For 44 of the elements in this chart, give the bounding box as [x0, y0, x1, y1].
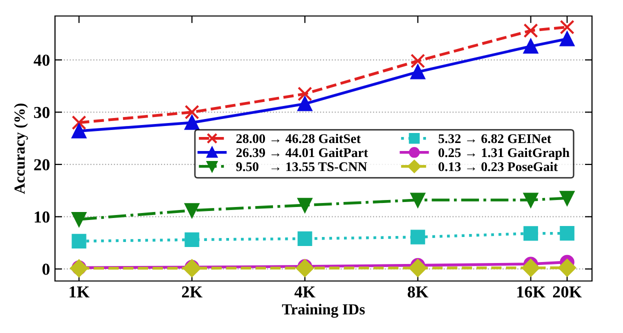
point — [410, 192, 426, 208]
point — [410, 64, 426, 80]
y-tick-label: 30 — [34, 106, 50, 118]
x-tick-label: 2K — [182, 286, 202, 298]
point — [408, 259, 427, 277]
x-axis-title: Training IDs — [282, 304, 365, 318]
point — [523, 23, 538, 38]
point — [410, 54, 426, 68]
point — [298, 86, 312, 102]
y-tick-label: 40 — [34, 54, 50, 66]
point — [523, 39, 538, 54]
point — [296, 259, 314, 277]
x-tick-label: 1K — [70, 286, 90, 298]
point — [523, 226, 538, 241]
point — [184, 203, 200, 218]
point — [72, 115, 86, 130]
legend-label: 9.50 → 13.55 TS-CNN — [236, 162, 368, 172]
point — [72, 212, 86, 227]
point — [72, 234, 86, 248]
point — [298, 231, 312, 246]
y-tick-label: 0 — [42, 264, 50, 275]
y-tick-label: 20 — [34, 159, 50, 170]
point — [184, 115, 200, 130]
y-axis-title: Accuracy (%) — [14, 104, 28, 194]
point — [184, 104, 200, 120]
point — [72, 124, 86, 138]
y-tick-label: 10 — [34, 211, 50, 223]
point — [523, 192, 538, 208]
legend-label: 28.00 → 46.28 GaitSet — [236, 134, 361, 144]
point — [298, 198, 312, 213]
x-tick-label: 8K — [408, 286, 428, 298]
x-tick-label: 16K — [517, 286, 546, 298]
point — [298, 96, 312, 112]
point — [522, 258, 540, 277]
legend-label: 0.13 → 0.23 PoseGait — [438, 162, 558, 172]
point — [184, 232, 200, 248]
point — [183, 259, 201, 278]
legend-label: 5.32 → 6.82 GEINet — [438, 134, 552, 144]
legend-label: 0.25 → 1.31 GaitGraph — [438, 148, 570, 160]
point — [70, 259, 88, 278]
x-tick-label: 20K — [553, 286, 582, 298]
point — [410, 230, 426, 244]
legend-label: 26.39 → 44.01 GaitPart — [236, 148, 368, 158]
x-tick-label: 4K — [294, 286, 316, 298]
